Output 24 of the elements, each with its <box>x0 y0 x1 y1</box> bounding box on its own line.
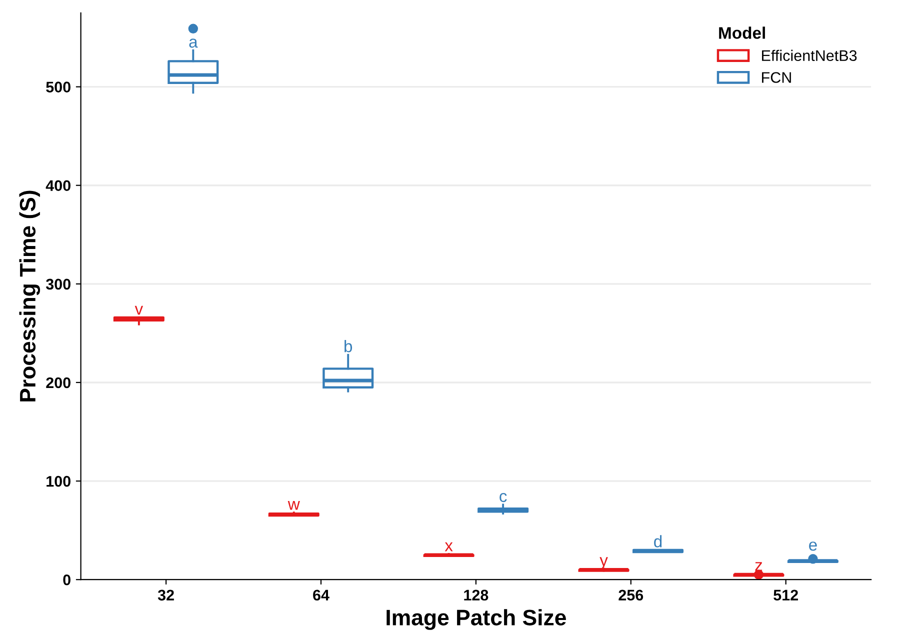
annotation: a <box>189 38 198 48</box>
x-tick-label: 256 <box>618 590 644 601</box>
y-tick-label: 500 <box>46 82 70 92</box>
annotation: w <box>288 500 300 510</box>
annotation: c <box>500 492 507 502</box>
y-tick-label: 400 <box>46 180 70 192</box>
annotation: d <box>654 535 662 548</box>
y-tick-label: 0 <box>63 574 70 586</box>
y-tick-label: 300 <box>46 278 70 290</box>
y-tick-label: 100 <box>46 476 70 487</box>
y-axis-title: Processing Time (S) <box>19 190 40 402</box>
annotation: b <box>344 340 352 352</box>
legend-title: Model <box>719 26 765 39</box>
x-tick-label: 32 <box>158 590 174 601</box>
x-axis-title: Image Patch Size <box>386 609 566 630</box>
x-tick-label: 64 <box>313 590 330 601</box>
x-tick-label: 512 <box>774 590 798 601</box>
annotation: e <box>809 542 817 551</box>
annotation: v <box>134 306 144 315</box>
legend-label: FCN <box>762 72 791 83</box>
legend-label: EfficientNetB3 <box>762 50 857 62</box>
x-tick-label: 128 <box>464 590 488 601</box>
annotation: x <box>444 542 453 552</box>
y-tick-label: 200 <box>46 377 70 388</box>
